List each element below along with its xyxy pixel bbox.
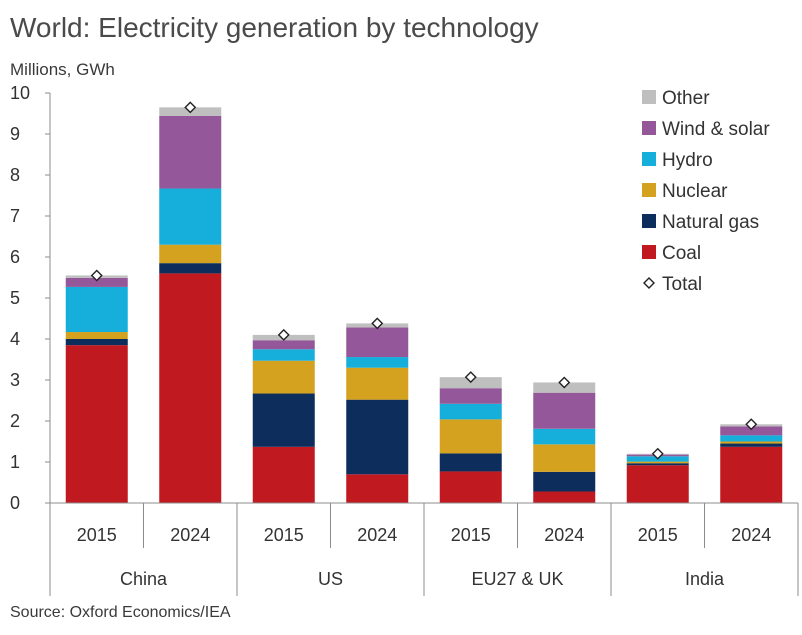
bar-segment-nuclear xyxy=(439,419,502,454)
bar-segment-wind-solar xyxy=(533,392,596,429)
group-label: India xyxy=(685,569,725,589)
y-tick-label: 10 xyxy=(10,83,30,103)
bar-segment-hydro xyxy=(533,428,596,445)
total-marker xyxy=(745,418,758,431)
bar-segment-nuclear xyxy=(533,444,596,472)
legend-swatch-natural-gas xyxy=(642,214,656,228)
legend-label-coal: Coal xyxy=(662,243,701,264)
y-tick-label: 9 xyxy=(10,124,20,144)
bar-segment-wind-solar xyxy=(159,115,222,189)
legend-label-wind-solar: Wind & solar xyxy=(662,119,770,140)
y-tick-label: 3 xyxy=(10,370,20,390)
bar-segment-nuclear xyxy=(65,332,128,339)
bar-segment-hydro xyxy=(65,286,128,333)
bar-segment-coal xyxy=(626,465,689,503)
bar-segment-wind-solar xyxy=(252,340,315,350)
x-tick-label: 2024 xyxy=(731,525,771,545)
legend-swatch-other xyxy=(642,90,656,104)
legend-swatch-nuclear xyxy=(642,183,656,197)
bar-segment-natural-gas xyxy=(252,393,315,447)
bar-segment-nuclear xyxy=(159,244,222,264)
bar-segment-natural-gas xyxy=(346,399,409,475)
bar-segment-natural-gas xyxy=(439,453,502,472)
bar-segment-nuclear xyxy=(346,367,409,400)
y-tick-label: 6 xyxy=(10,247,20,267)
bar-segment-natural-gas xyxy=(65,339,128,346)
y-tick-label: 5 xyxy=(10,288,20,308)
bar-segment-coal xyxy=(439,471,502,503)
bar-segment-coal xyxy=(720,446,783,503)
y-tick-label: 2 xyxy=(10,411,20,431)
x-tick-label: 2015 xyxy=(451,525,491,545)
bar-segment-hydro xyxy=(346,357,409,368)
y-tick-label: 0 xyxy=(10,493,20,513)
bar-segment-nuclear xyxy=(720,441,783,444)
legend-label-hydro: Hydro xyxy=(662,150,713,171)
total-marker xyxy=(90,269,103,282)
total-marker xyxy=(277,328,290,341)
y-axis-unit-label: Millions, GWh xyxy=(10,60,115,79)
bar-segment-natural-gas xyxy=(159,263,222,274)
x-tick-label: 2015 xyxy=(264,525,304,545)
bar-segment-hydro xyxy=(252,349,315,361)
bar-segment-coal xyxy=(533,491,596,503)
group-label: US xyxy=(318,569,343,589)
bar-segment-nuclear xyxy=(626,461,689,464)
legend-swatch-total xyxy=(643,277,655,289)
legend-swatch-coal xyxy=(642,245,656,259)
legend-label-nuclear: Nuclear xyxy=(662,181,728,202)
source-note: Source: Oxford Economics/IEA xyxy=(10,604,231,621)
chart-title: World: Electricity generation by technol… xyxy=(10,12,539,43)
total-marker xyxy=(464,371,477,384)
bar-segment-wind-solar xyxy=(720,426,783,436)
bar-segment-coal xyxy=(346,474,409,503)
group-label: EU27 & UK xyxy=(471,569,563,589)
group-label: China xyxy=(120,569,168,589)
bar-segment-nuclear xyxy=(252,360,315,394)
y-tick-label: 4 xyxy=(10,329,20,349)
total-marker xyxy=(558,376,571,389)
x-tick-label: 2024 xyxy=(170,525,210,545)
bar-segment-coal xyxy=(159,273,222,503)
legend-swatch-hydro xyxy=(642,152,656,166)
bar-segment-hydro xyxy=(720,435,783,442)
x-tick-label: 2015 xyxy=(638,525,678,545)
bar-segment-coal xyxy=(65,345,128,503)
y-tick-label: 1 xyxy=(10,452,20,472)
legend-label-other: Other xyxy=(662,88,710,109)
total-marker xyxy=(651,447,664,460)
totals-layer xyxy=(90,101,758,460)
y-tick-label: 7 xyxy=(10,206,20,226)
x-tick-label: 2015 xyxy=(77,525,117,545)
bar-segment-coal xyxy=(252,446,315,503)
total-marker xyxy=(371,317,384,330)
y-tick-label: 8 xyxy=(10,165,20,185)
axis-layer: 0 1 2 3 4 5 6 7 8 9 10 2015 2024 2015 2024 2015 2024 2015… xyxy=(10,83,799,596)
x-tick-label: 2024 xyxy=(544,525,584,545)
bar-segment-natural-gas xyxy=(533,471,596,492)
bar-segment-hydro xyxy=(159,188,222,245)
bar-segment-wind-solar xyxy=(65,277,128,287)
bar-segment-wind-solar xyxy=(346,327,409,358)
bar-segment-natural-gas xyxy=(720,443,783,447)
bar-segment-natural-gas xyxy=(626,463,689,466)
x-tick-label: 2024 xyxy=(357,525,397,545)
bar-segment-hydro xyxy=(439,403,502,420)
legend: Other Wind & solar Hydro Nuclear Natural gas… xyxy=(642,88,770,295)
bar-segment-wind-solar xyxy=(439,388,502,404)
bars-layer xyxy=(65,107,783,503)
legend-label-total: Total xyxy=(662,274,702,295)
legend-label-natural-gas: Natural gas xyxy=(662,212,759,233)
total-marker xyxy=(184,101,197,114)
legend-swatch-wind-solar xyxy=(642,121,656,135)
